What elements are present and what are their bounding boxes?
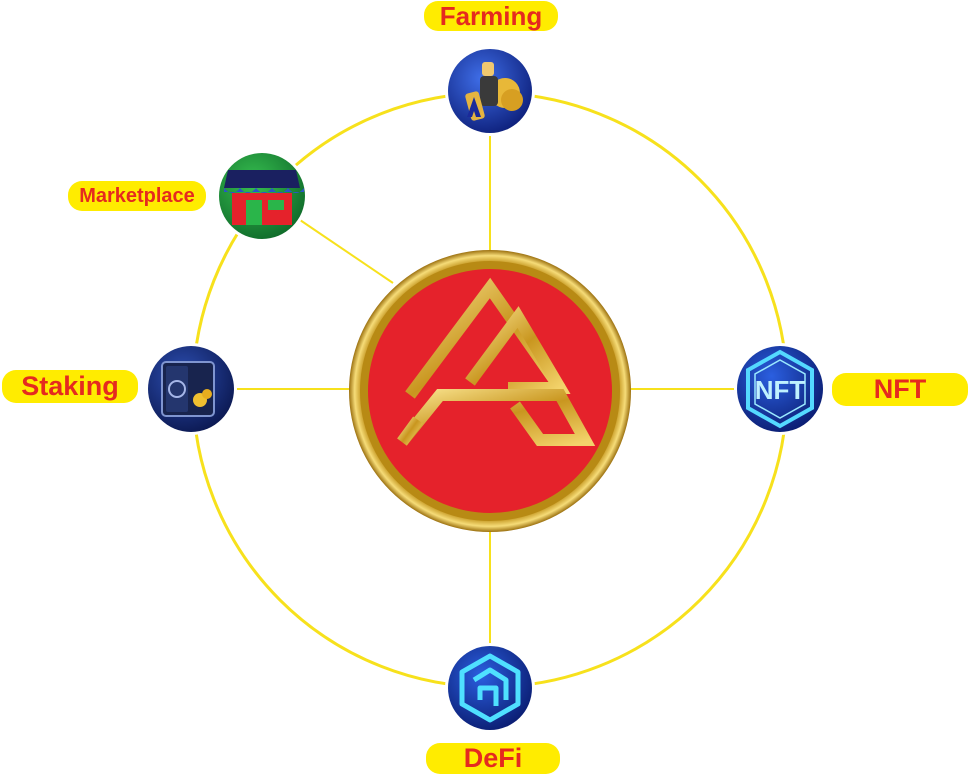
defi-node[interactable] [445, 643, 535, 733]
spoke-marketplace [299, 219, 394, 284]
nft-badge-text: NFT [755, 375, 806, 405]
staking-label[interactable]: Staking [2, 370, 138, 403]
defi-label[interactable]: DeFi [426, 743, 560, 774]
defi-cube-icon [459, 653, 521, 723]
nft-label[interactable]: NFT [832, 373, 968, 406]
farming-node[interactable] [445, 46, 535, 136]
center-logo-coin [349, 250, 631, 532]
marketplace-node[interactable] [216, 150, 308, 242]
a-logo-icon [397, 277, 596, 446]
shop-storefront-icon [224, 170, 304, 225]
farmer-coins-icon [465, 62, 523, 121]
marketplace-label[interactable]: Marketplace [68, 181, 206, 211]
nft-hexagon-icon: NFT [746, 349, 814, 429]
vault-safe-icon [161, 361, 215, 417]
farming-label[interactable]: Farming [424, 1, 558, 31]
nft-node[interactable]: NFT [734, 343, 826, 435]
staking-node[interactable] [145, 343, 237, 435]
